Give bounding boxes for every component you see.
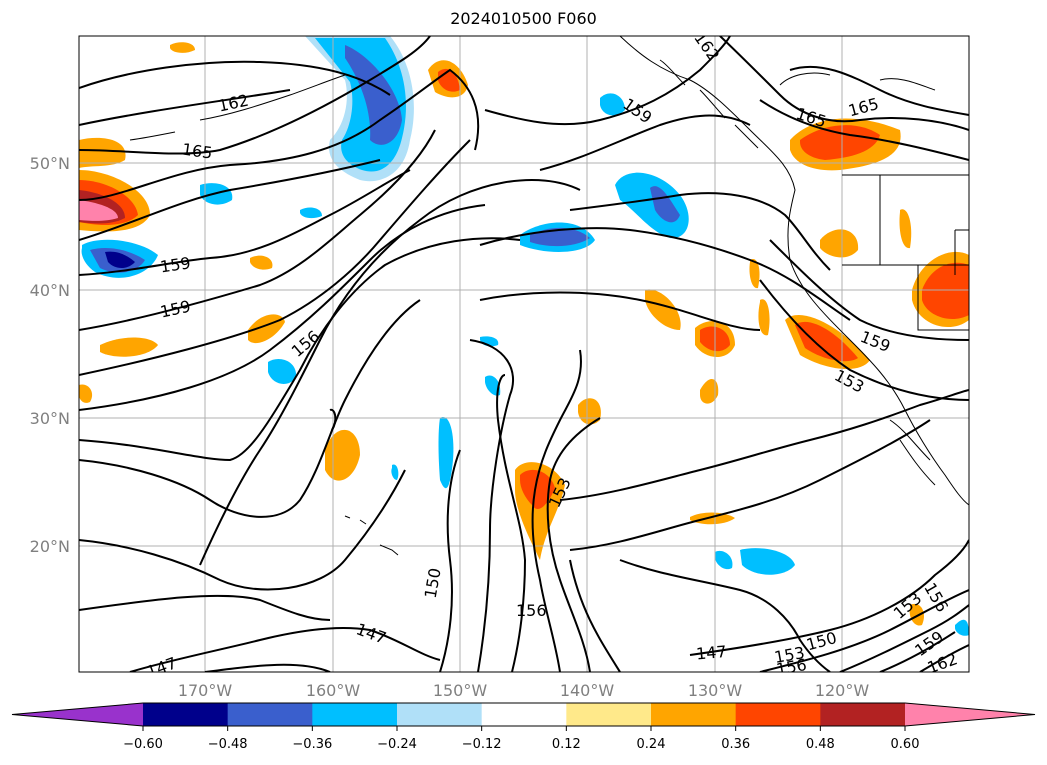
longitude-labels: 170°W 160°W 150°W 140°W 130°W 120°W (178, 681, 870, 700)
height-contours (79, 36, 969, 672)
lat-label: 20°N (30, 537, 70, 556)
colorbar-segment (820, 703, 906, 726)
colorbar-segment (312, 703, 398, 726)
colorbar-segments (11, 702, 1036, 727)
lon-label: 130°W (688, 681, 743, 700)
colorbar-tick-label: 0.12 (552, 737, 581, 752)
colorbar-segment (481, 703, 567, 726)
colorbar-tick-label: −0.24 (377, 737, 417, 752)
lat-label: 30°N (30, 409, 70, 428)
colorbar-segment (143, 703, 229, 726)
colorbar-segment (651, 703, 737, 726)
colorbar-tick-label: 0.48 (806, 737, 835, 752)
colorbar-extension-low (12, 703, 143, 726)
gridlines (79, 36, 969, 672)
lon-label: 160°W (306, 681, 361, 700)
colorbar-segment (397, 703, 483, 726)
contour-label: 159 (159, 253, 192, 276)
lat-label: 50°N (30, 154, 70, 173)
colorbar-tick-label: −0.48 (208, 737, 248, 752)
map-frame (78, 35, 970, 673)
colorbar-tick-label: −0.12 (462, 737, 502, 752)
lon-label: 140°W (560, 681, 615, 700)
contour-label: 147 (695, 642, 727, 664)
colorbar-tick-label: 0.36 (721, 737, 750, 752)
colorbar-tick-label: −0.60 (123, 737, 163, 752)
colorbar-segment (566, 703, 652, 726)
lon-label: 150°W (433, 681, 488, 700)
lat-label: 40°N (30, 281, 70, 300)
colorbar-tick-label: 0.24 (637, 737, 666, 752)
colorbar-tick-label: −0.36 (292, 737, 332, 752)
colorbar: −0.60 −0.48 −0.36 −0.24 −0.12 0.12 0.24 0.36 0.4… (11, 702, 1036, 752)
map-title: 2024010500 F060 (450, 9, 597, 28)
contour-label: 165 (181, 140, 214, 163)
colorbar-segment (735, 703, 821, 726)
contour-label: 156 (775, 655, 808, 679)
lon-label: 170°W (178, 681, 233, 700)
coastlines (129, 36, 969, 556)
latitude-labels: 50°N 40°N 30°N 20°N (30, 154, 70, 556)
lon-label: 120°W (815, 681, 870, 700)
colorbar-extension-high (905, 703, 1035, 726)
colorbar-segment (227, 703, 313, 726)
colorbar-tick-label: 0.60 (891, 737, 920, 752)
contour-labels: 162 165 159 159 156 159 162 165 165 159 … (144, 36, 960, 679)
colorbar-ticks: −0.60 −0.48 −0.36 −0.24 −0.12 0.12 0.24 0.36 0.4… (123, 726, 919, 752)
contour-label: 156 (516, 601, 547, 620)
